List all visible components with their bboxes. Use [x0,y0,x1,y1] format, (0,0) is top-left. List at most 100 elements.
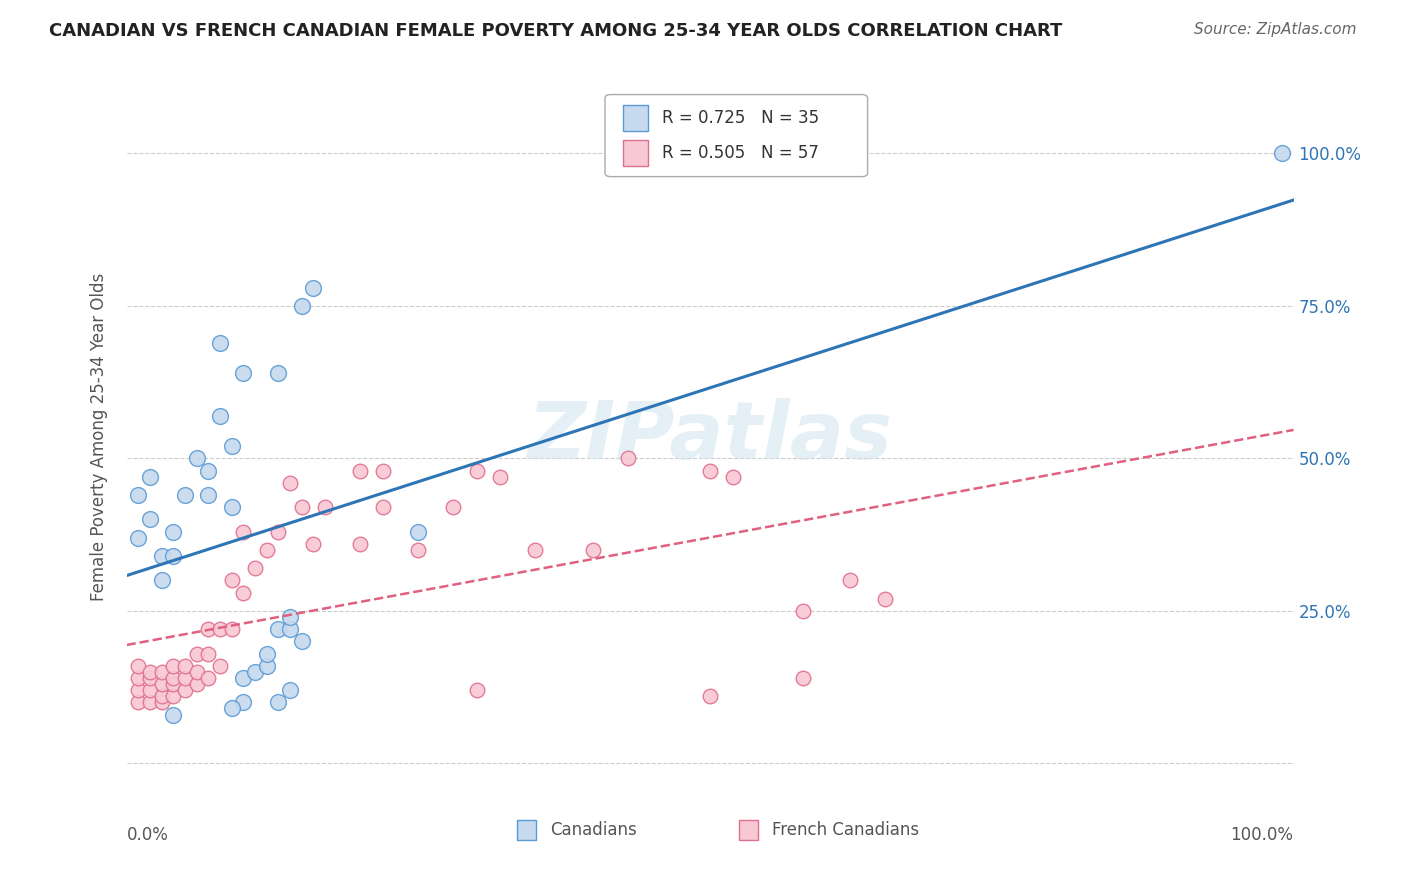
Point [186,677,208,691]
Point [243,561,266,575]
Point [278,683,301,698]
Point [267,622,290,636]
Point [197,647,219,661]
Point [373,500,395,515]
Point [290,299,312,313]
Point [349,537,371,551]
Point [278,622,301,636]
Point [162,677,184,691]
Point [839,574,862,588]
Point [441,500,464,515]
Point [523,542,546,557]
Point [150,574,173,588]
Point [314,500,336,515]
Point [162,524,184,539]
Text: French Canadians: French Canadians [772,822,920,839]
Point [221,439,243,453]
Point [465,464,488,478]
Point [174,683,197,698]
Point [150,549,173,563]
Point [174,488,197,502]
Point [278,610,301,624]
Point [150,695,173,709]
Point [232,585,254,599]
Point [221,574,243,588]
Point [197,488,219,502]
Text: 0.0%: 0.0% [127,826,169,844]
Point [302,537,325,551]
Point [139,469,162,483]
Point [256,542,278,557]
Point [267,366,290,380]
Point [127,695,149,709]
Point [208,622,231,636]
Point [197,464,219,478]
Point [617,451,640,466]
Point [582,542,605,557]
Point [408,542,430,557]
Point [127,658,149,673]
Point [349,464,371,478]
Point [139,665,162,679]
Point [127,683,149,698]
Point [267,524,290,539]
Point [232,366,254,380]
Point [1271,146,1294,161]
Point [875,591,897,606]
Bar [517,821,536,840]
Point [278,475,301,490]
Bar [623,105,648,131]
Point [208,335,231,350]
Point [232,695,254,709]
Text: 100.0%: 100.0% [1230,826,1294,844]
Point [792,671,814,685]
Point [174,671,197,685]
Point [290,634,312,648]
Point [150,677,173,691]
Point [139,695,162,709]
Point [208,409,231,423]
Y-axis label: Female Poverty Among 25-34 Year Olds: Female Poverty Among 25-34 Year Olds [90,273,108,601]
FancyBboxPatch shape [605,95,868,177]
Point [186,665,208,679]
Text: R = 0.725   N = 35: R = 0.725 N = 35 [662,109,820,127]
Text: Canadians: Canadians [550,822,637,839]
Point [302,280,325,294]
Point [408,524,430,539]
Point [208,658,231,673]
Point [150,665,173,679]
Point [197,622,219,636]
Point [723,469,745,483]
Point [243,665,266,679]
Point [792,604,814,618]
Point [162,658,184,673]
Point [699,690,721,704]
Point [162,549,184,563]
Point [162,671,184,685]
Point [221,500,243,515]
Point [150,690,173,704]
Point [267,695,290,709]
Point [139,512,162,526]
Point [465,683,488,698]
Point [232,671,254,685]
Point [139,683,162,698]
Bar [740,821,758,840]
Text: R = 0.505   N = 57: R = 0.505 N = 57 [662,145,820,162]
Point [373,464,395,478]
Point [162,707,184,722]
Point [162,690,184,704]
Text: Source: ZipAtlas.com: Source: ZipAtlas.com [1194,22,1357,37]
Point [699,464,721,478]
Text: ZIPatlas: ZIPatlas [527,398,893,476]
Point [232,524,254,539]
Bar [623,140,648,166]
Point [127,531,149,545]
Point [127,671,149,685]
Point [197,671,219,685]
Text: CANADIAN VS FRENCH CANADIAN FEMALE POVERTY AMONG 25-34 YEAR OLDS CORRELATION CHA: CANADIAN VS FRENCH CANADIAN FEMALE POVER… [49,22,1063,40]
Point [221,622,243,636]
Point [139,671,162,685]
Point [489,469,512,483]
Point [256,647,278,661]
